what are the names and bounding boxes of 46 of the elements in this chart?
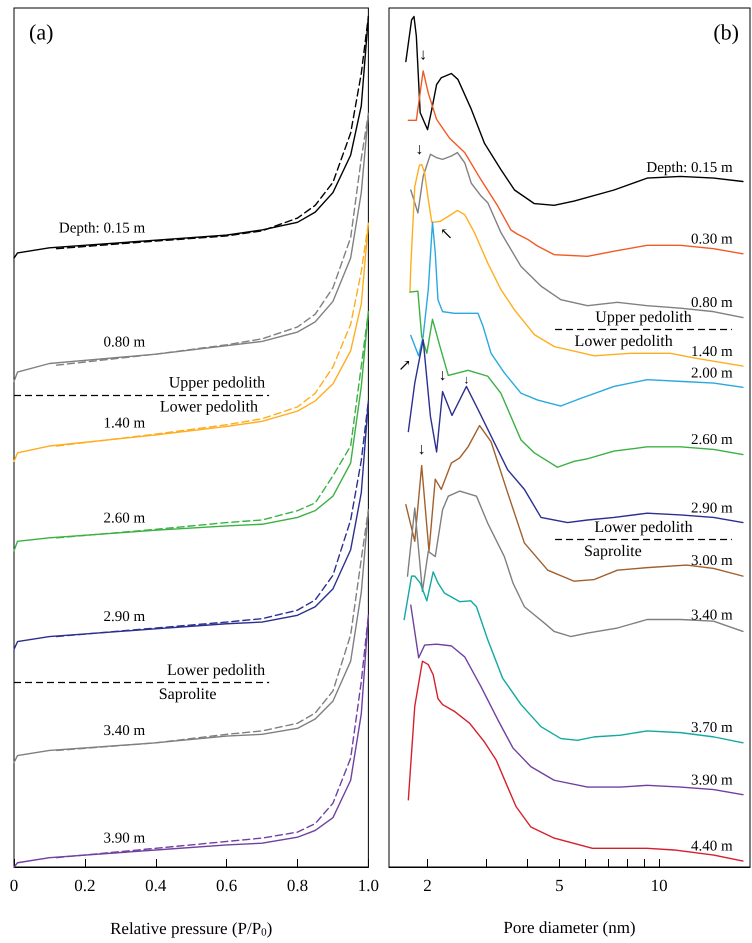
series-label: 2.60 m (103, 510, 146, 526)
chart-title: (b) (713, 20, 740, 44)
series-label: 2.00 m (691, 365, 733, 382)
ref-line-label: Upper pedolith (168, 374, 266, 392)
annotation: Saprolite (158, 686, 217, 703)
annotation: Saprolite (584, 543, 642, 560)
annotation: ↖ (440, 226, 454, 243)
x-tick-label: 0.8 (286, 876, 308, 895)
series-label: 3.40 m (691, 607, 733, 624)
series-label: 3.70 m (691, 720, 733, 736)
x-tick-label: 0 (10, 876, 18, 895)
annotation: ↓ (419, 46, 428, 64)
chart-title: (a) (29, 20, 54, 44)
series-label: 4.40 m (691, 838, 733, 854)
ref-line-label: Lower pedolith (166, 662, 266, 679)
annotation: ↓ (415, 140, 424, 158)
series-label: Depth: 0.15 m (58, 220, 146, 236)
x-tick-label: 1.0 (358, 876, 379, 895)
annotation: ↗ (398, 357, 412, 374)
x-tick-label: 2 (423, 876, 432, 895)
ref-line-label: Upper pedolith (595, 308, 692, 326)
annotation: Lower pedolith (574, 332, 673, 350)
x-tick-label: 0.6 (216, 876, 238, 895)
series-label: 3.00 m (691, 552, 733, 569)
series-label: 1.40 m (691, 344, 733, 360)
series-label: 3.40 m (103, 723, 146, 740)
series-label: 0.80 m (103, 334, 146, 351)
series-label: 3.90 m (691, 772, 733, 788)
annotation: Lower pedolith (160, 398, 258, 416)
x-tick-label: 0.2 (74, 876, 96, 895)
x-tick-label: 0.4 (145, 876, 167, 895)
series-label: 2.60 m (691, 432, 733, 448)
series-label: 0.80 m (691, 294, 733, 311)
annotation: ↓ (463, 372, 470, 386)
series-label: 0.30 m (691, 232, 733, 248)
x-tick-label: 5 (555, 876, 564, 895)
series-label: 2.90 m (103, 609, 146, 626)
series-label: 1.40 m (103, 416, 146, 432)
series-label: Depth: 0.15 m (646, 160, 733, 176)
x-axis-title: Pore diameter (nm) (503, 918, 636, 937)
series-label: 3.90 m (103, 830, 146, 846)
x-tick-label: 10 (650, 876, 668, 895)
annotation: ↓ (418, 441, 426, 458)
series-label: 2.90 m (691, 500, 733, 516)
ref-line-label: Lower pedolith (594, 519, 693, 536)
annotation: ↓ (438, 367, 447, 384)
